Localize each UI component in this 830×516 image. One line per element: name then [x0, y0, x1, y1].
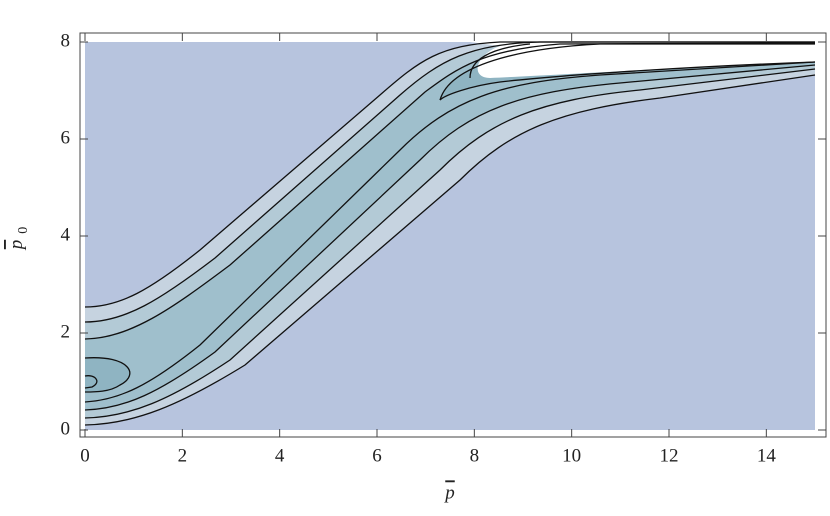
x-tick-label: 2: [178, 445, 188, 466]
contour-lines: [84, 41, 816, 426]
y-tick-label: 4: [61, 224, 71, 245]
contour-line: [84, 68, 816, 419]
contour-band: [85, 42, 815, 418]
contour-line: [84, 41, 815, 308]
contour-line: [84, 357, 131, 393]
contour-band: [85, 42, 815, 425]
contour-line: [84, 42, 816, 340]
y-tick-label: 0: [61, 418, 71, 439]
y-tick-label: 8: [61, 30, 71, 51]
contour-line: [84, 74, 816, 426]
contour-line: [84, 64, 816, 411]
x-tick-label: 10: [562, 445, 581, 466]
contour-band: [85, 43, 815, 410]
y-axis-label-symbol: p: [6, 240, 27, 252]
y-tick-label: 6: [61, 127, 71, 148]
x-tick-label: 0: [80, 445, 90, 466]
contour-line: [439, 43, 815, 101]
contour-line: [439, 61, 816, 101]
x-axis-label: p: [443, 482, 455, 503]
plot-frame: [79, 32, 827, 438]
y-axis-label-subscript: 0: [16, 227, 31, 234]
y-tick-label: 2: [61, 321, 71, 342]
contour-line: [84, 375, 98, 389]
y-axis-label: p0: [6, 227, 31, 252]
x-tick-label: 6: [372, 445, 382, 466]
empty-region: [470, 42, 815, 78]
contour-line: [469, 43, 531, 79]
x-tick-label: 14: [757, 445, 777, 466]
contour-line: [84, 41, 815, 323]
x-tick-label: 8: [470, 445, 480, 466]
contour-line: [84, 61, 816, 403]
x-tick-label: 12: [660, 445, 679, 466]
x-tick-label: 4: [275, 445, 285, 466]
